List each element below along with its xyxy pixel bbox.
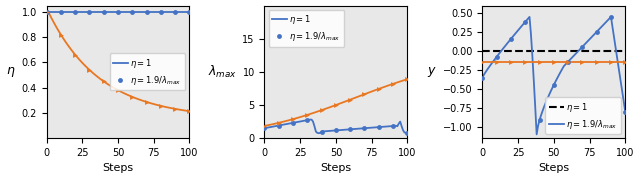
- Legend: $\eta = 1$, $\eta = 1.9/\lambda_{max}$: $\eta = 1$, $\eta = 1.9/\lambda_{max}$: [269, 10, 344, 47]
- Legend: $\eta = 1$, $\eta = 1.9/\lambda_{max}$: $\eta = 1$, $\eta = 1.9/\lambda_{max}$: [545, 97, 621, 134]
- X-axis label: Steps: Steps: [321, 163, 351, 173]
- Legend: $\eta = 1$, $\eta = 1.9/\lambda_{max}$: $\eta = 1$, $\eta = 1.9/\lambda_{max}$: [109, 54, 185, 90]
- Y-axis label: $y$: $y$: [427, 65, 436, 79]
- Y-axis label: $\lambda_{max}$: $\lambda_{max}$: [209, 64, 237, 80]
- X-axis label: Steps: Steps: [538, 163, 570, 173]
- X-axis label: Steps: Steps: [102, 163, 134, 173]
- Y-axis label: $\eta$: $\eta$: [6, 65, 15, 79]
